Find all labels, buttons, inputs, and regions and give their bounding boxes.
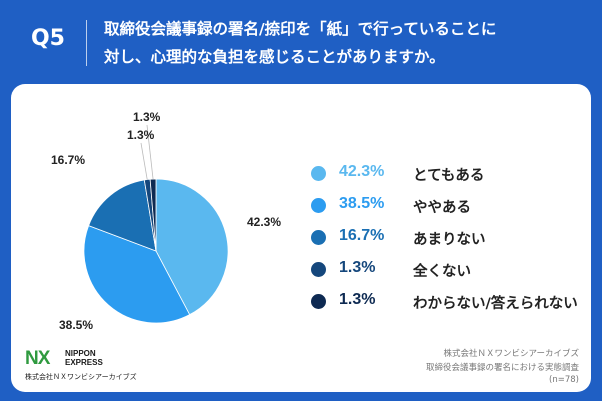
leader-line-5 bbox=[146, 124, 154, 180]
logo-name-line2: EXPRESS bbox=[65, 358, 103, 367]
pie-slice-2 bbox=[83, 225, 191, 324]
legend-swatch-3 bbox=[311, 230, 326, 245]
pie-chart: 42.3% 38.5% 16.7% 1.3% 1.3% bbox=[51, 110, 281, 332]
legend-swatch-5 bbox=[311, 294, 326, 309]
legend-swatch-1 bbox=[311, 166, 326, 181]
question-header: Q5 取締役会議事録の署名/捺印を「紙」で行っていることに 対し、心理的な負担を… bbox=[0, 0, 602, 82]
legend-swatch-2 bbox=[311, 198, 326, 213]
question-number: Q5 bbox=[30, 26, 65, 51]
slice-value-label-3: 16.7% bbox=[51, 153, 85, 167]
credit-sample-size: (n=78) bbox=[549, 375, 579, 385]
legend-percent-4: 1.3% bbox=[339, 259, 376, 276]
legend-percent-1: 42.3% bbox=[339, 163, 385, 180]
legend-swatch-4 bbox=[311, 262, 326, 277]
slice-value-label-5: 1.3% bbox=[133, 110, 161, 124]
slice-value-label-2: 38.5% bbox=[59, 318, 93, 332]
legend-percent-2: 38.5% bbox=[339, 195, 385, 212]
pie-slice-1 bbox=[155, 178, 229, 316]
logo-name-line1: NIPPON bbox=[65, 349, 96, 358]
question-text-line1: 取締役会議事録の署名/捺印を「紙」で行っていることに bbox=[104, 20, 497, 38]
question-text-line2: 対し、心理的な負担を感じることがありますか。 bbox=[104, 48, 445, 66]
legend-percent-3: 16.7% bbox=[339, 227, 385, 244]
slice-value-label-1: 42.3% bbox=[247, 215, 281, 229]
company-logo: NX NIPPON EXPRESS 株式会社ＮＸワンビシアーカイブズ bbox=[25, 348, 225, 384]
header-divider bbox=[86, 20, 87, 66]
logo-company-name: 株式会社ＮＸワンビシアーカイブズ bbox=[25, 373, 137, 381]
legend-label-5: わからない/答えられない bbox=[413, 296, 578, 312]
pie-slice-3 bbox=[88, 179, 157, 252]
legend-label-2: ややある bbox=[413, 200, 471, 216]
legend-percent-5: 1.3% bbox=[339, 291, 376, 308]
credit-survey-name: 取締役会議事録の署名における実態調査 bbox=[425, 363, 579, 373]
legend-label-1: とてもある bbox=[413, 168, 485, 184]
leader-line-4 bbox=[140, 142, 148, 180]
nx-logo-mark: NX bbox=[25, 348, 50, 369]
logo-name: NIPPON EXPRESS bbox=[65, 349, 103, 367]
chart-panel: 42.3% 38.5% 16.7% 1.3% 1.3% 42.3% とてもある 38.5% や… bbox=[11, 84, 591, 392]
legend-label-3: あまりない bbox=[413, 232, 486, 248]
legend-label-4: 全くない bbox=[413, 264, 471, 280]
credit-company: 株式会社ＮＸワンビシアーカイブズ bbox=[443, 349, 580, 359]
slice-value-label-4: 1.3% bbox=[127, 128, 155, 142]
